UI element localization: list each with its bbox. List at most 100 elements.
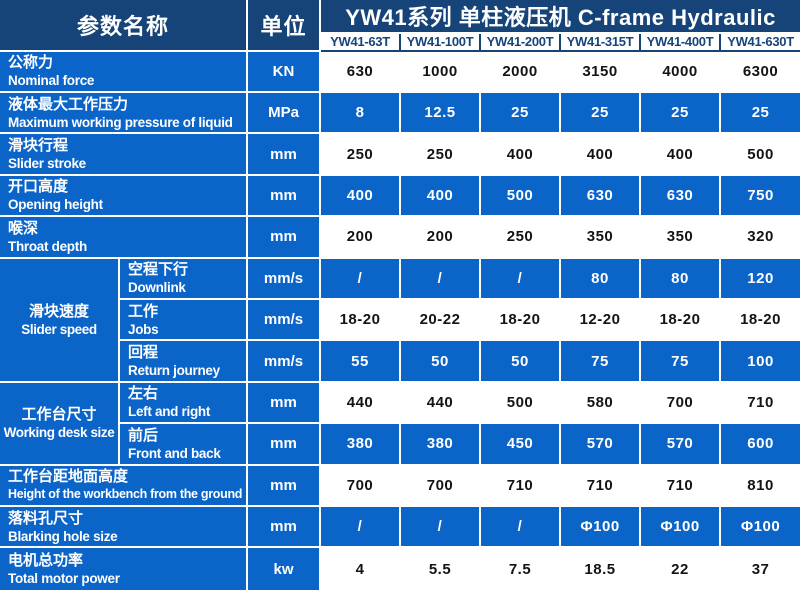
value-cell: 250 — [481, 217, 562, 259]
sub-row-label: 回程 Return journey — [120, 341, 249, 383]
value-cell: 6300 — [721, 51, 800, 93]
value-cell: 5.5 — [401, 548, 482, 590]
model-header: YW41-200T — [481, 34, 562, 52]
value-cell: 440 — [401, 382, 482, 425]
row-label-en: Throat depth — [8, 238, 87, 254]
row-label: 喉深 Throat depth — [0, 217, 249, 259]
value-cell: 710 — [481, 465, 562, 507]
value-cell: 630 — [641, 175, 722, 218]
value-cell: 710 — [561, 465, 642, 507]
value-cell: 580 — [561, 382, 642, 425]
value-cell: 400 — [641, 134, 722, 176]
table-row: 工作台距地面高度 Height of the workbench from th… — [0, 465, 800, 507]
row-label: 工作台距地面高度 Height of the workbench from th… — [0, 465, 249, 507]
table-row: 喉深 Throat depth mm 200 200 250 350 350 3… — [0, 217, 800, 259]
value-cell: 350 — [561, 217, 642, 259]
row-label-en: Front and back — [128, 445, 221, 461]
group-label-slider-speed: 滑块速度 Slider speed — [0, 258, 120, 383]
value-cell: 500 — [481, 175, 562, 218]
row-label-en: Nominal force — [8, 73, 95, 89]
value-cell: 22 — [641, 548, 722, 590]
value-cell: / — [401, 506, 482, 549]
value-cell: 400 — [401, 175, 482, 218]
param-name-header: 参数名称 — [0, 0, 249, 52]
value-cell: 2000 — [481, 51, 562, 93]
value-cell: / — [401, 258, 482, 300]
unit-cell: mm/s — [248, 341, 322, 383]
value-cell: 12.5 — [401, 92, 482, 135]
row-label-en: Total motor power — [8, 571, 120, 587]
table-row: 工作台尺寸 Working desk size 左右 Left and righ… — [0, 382, 800, 466]
row-label-en: Height of the workbench from the ground — [8, 487, 243, 502]
unit-cell: mm — [248, 465, 322, 507]
row-label-zh: 回程 — [128, 344, 159, 362]
value-cell: Φ100 — [641, 506, 722, 549]
group-label-en: Slider speed — [21, 321, 97, 337]
value-cell: 250 — [401, 134, 482, 176]
value-cell: 400 — [561, 134, 642, 176]
value-cell: 400 — [481, 134, 562, 176]
header-row-models: YW41-63T YW41-100T YW41-200T YW41-315T Y… — [0, 34, 800, 52]
value-cell: 25 — [481, 92, 562, 135]
value-cell: 25 — [721, 92, 800, 135]
value-cell: 400 — [321, 175, 402, 218]
value-cell: 75 — [561, 341, 642, 383]
unit-cell: mm/s — [248, 299, 322, 342]
unit-cell: mm — [248, 382, 322, 425]
value-cell: Φ100 — [561, 506, 642, 549]
value-cell: 3150 — [561, 51, 642, 93]
value-cell: 500 — [481, 382, 562, 425]
value-cell: 4000 — [641, 51, 722, 93]
value-cell: 630 — [321, 51, 402, 93]
value-cell: 18.5 — [561, 548, 642, 590]
model-header: YW41-100T — [401, 34, 482, 52]
sub-row-label: 空程下行 Downlink — [120, 258, 249, 300]
value-cell: 250 — [321, 134, 402, 176]
sub-row-label: 工作 Jobs — [120, 299, 249, 342]
value-cell: 18-20 — [481, 299, 562, 342]
row-label-zh: 左右 — [128, 385, 159, 403]
group-label-zh: 工作台尺寸 — [21, 406, 97, 424]
value-cell: 100 — [721, 341, 800, 383]
value-cell: 20-22 — [401, 299, 482, 342]
value-cell: 25 — [641, 92, 722, 135]
value-cell: 4 — [321, 548, 402, 590]
unit-cell: mm — [248, 506, 322, 549]
row-label: 公称力 Nominal force — [0, 51, 249, 93]
value-cell: 700 — [401, 465, 482, 507]
value-cell: / — [321, 258, 402, 300]
model-header: YW41-315T — [561, 34, 642, 52]
value-cell: 710 — [721, 382, 800, 425]
row-label: 开口高度 Opening height — [0, 175, 249, 218]
value-cell: 8 — [321, 92, 402, 135]
table-row: 液体最大工作压力 Maximum working pressure of liq… — [0, 92, 800, 135]
value-cell: 320 — [721, 217, 800, 259]
row-label-zh: 喉深 — [8, 219, 39, 237]
value-cell: 750 — [721, 175, 800, 218]
value-cell: 450 — [481, 424, 562, 466]
model-header: YW41-630T — [721, 34, 800, 52]
sub-row-label: 前后 Front and back — [120, 424, 249, 466]
value-cell: 570 — [561, 424, 642, 466]
value-cell: 700 — [321, 465, 402, 507]
row-label-en: Opening height — [8, 197, 103, 213]
value-cell: 55 — [321, 341, 402, 383]
row-label-en: Maximum working pressure of liquid — [8, 114, 233, 130]
value-cell: Φ100 — [721, 506, 800, 549]
unit-header: 单位 — [248, 0, 322, 52]
table-row: 公称力 Nominal force KN 630 1000 2000 3150 … — [0, 51, 800, 93]
value-cell: 18-20 — [321, 299, 402, 342]
value-cell: 80 — [641, 258, 722, 300]
unit-cell: mm/s — [248, 258, 322, 300]
value-cell: 7.5 — [481, 548, 562, 590]
value-cell: 1000 — [401, 51, 482, 93]
row-label-en: Downlink — [128, 280, 186, 296]
row-label-zh: 空程下行 — [128, 261, 189, 279]
value-cell: 18-20 — [641, 299, 722, 342]
table-row: 工作 Jobs mm/s 18-20 20-22 18-20 12-20 18-… — [0, 299, 800, 342]
unit-cell: KN — [248, 51, 322, 93]
value-cell: 25 — [561, 92, 642, 135]
row-label-zh: 工作台距地面高度 — [8, 468, 129, 486]
value-cell: 37 — [721, 548, 800, 590]
model-header: YW41-63T — [321, 34, 402, 52]
